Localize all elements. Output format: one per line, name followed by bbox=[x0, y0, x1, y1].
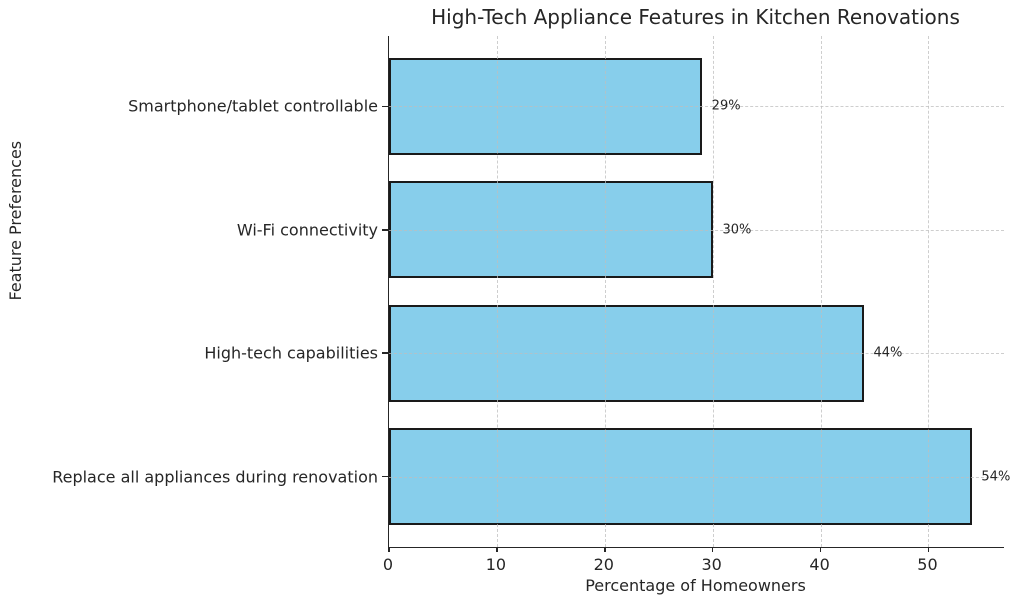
y-tick-mark bbox=[382, 229, 388, 231]
x-tick-mark bbox=[711, 547, 714, 552]
x-tick-label: 50 bbox=[917, 555, 938, 574]
category-label: Wi-Fi connectivity bbox=[236, 220, 378, 240]
bar bbox=[389, 428, 972, 525]
gridline-horizontal bbox=[389, 476, 1004, 478]
bar-value-label: 44% bbox=[873, 345, 903, 361]
bar-value-label: 29% bbox=[711, 98, 741, 114]
gridline-vertical bbox=[604, 36, 606, 547]
bar bbox=[389, 181, 713, 279]
gridline-vertical bbox=[928, 36, 930, 547]
bar-value-label: 30% bbox=[722, 222, 752, 238]
x-tick-mark bbox=[927, 547, 930, 552]
gridline-horizontal bbox=[389, 229, 1004, 231]
category-label: Replace all appliances during renovation bbox=[52, 467, 378, 487]
x-tick-mark bbox=[604, 547, 606, 552]
y-tick-mark bbox=[382, 352, 388, 354]
y-tick-mark bbox=[382, 475, 388, 478]
category-label: Smartphone/tablet controllable bbox=[128, 96, 378, 116]
bar-value-label: 54% bbox=[981, 469, 1011, 485]
x-axis-label: Percentage of Homeowners bbox=[585, 576, 806, 595]
x-tick-mark bbox=[496, 547, 498, 552]
x-tick-label: 20 bbox=[593, 555, 614, 574]
x-tick-label: 10 bbox=[485, 555, 507, 574]
category-label: High-tech capabilities bbox=[204, 343, 378, 363]
plot-area bbox=[382, 36, 1004, 552]
gridline-horizontal bbox=[389, 106, 1004, 108]
gridline-horizontal bbox=[389, 353, 1004, 355]
gridline-vertical bbox=[820, 36, 822, 547]
x-tick-label: 0 bbox=[382, 555, 394, 574]
y-tick-mark bbox=[382, 105, 388, 108]
gridline-vertical bbox=[712, 36, 714, 547]
x-tick-label: 30 bbox=[701, 555, 722, 574]
x-tick-mark bbox=[819, 547, 822, 552]
x-tick-label: 40 bbox=[809, 555, 830, 574]
chart-title: High-Tech Appliance Features in Kitchen … bbox=[431, 5, 960, 29]
gridline-vertical bbox=[496, 36, 498, 547]
x-tick-mark bbox=[388, 547, 390, 552]
